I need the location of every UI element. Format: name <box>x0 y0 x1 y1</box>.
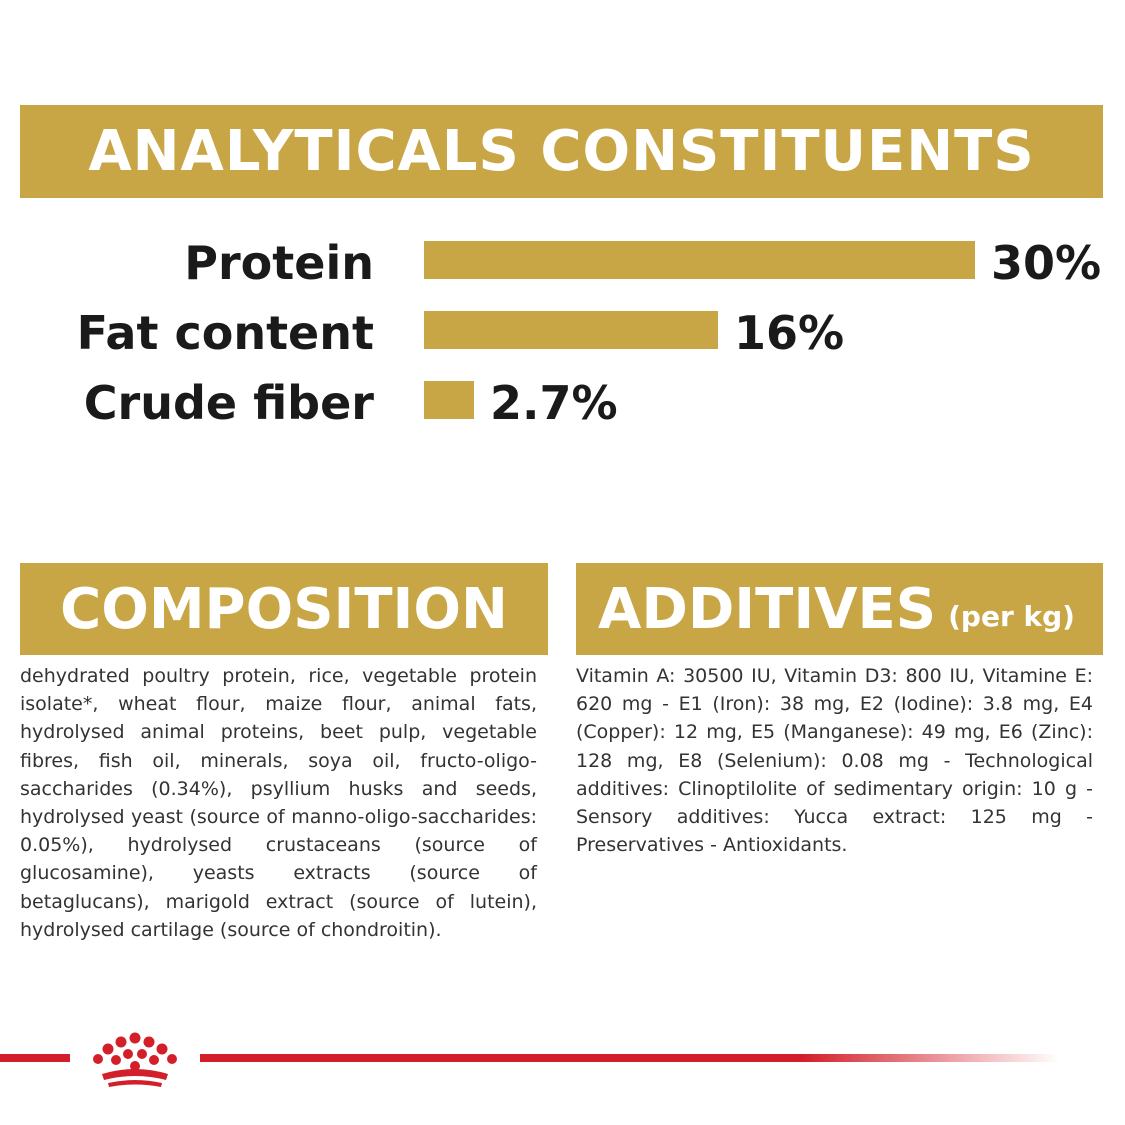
bar-value-fat-content: 16% <box>734 306 845 360</box>
additives-subtitle: (per kg) <box>948 599 1075 633</box>
bar-protein <box>424 241 975 279</box>
crown-logo-icon <box>93 1032 177 1087</box>
bar-value-protein: 30% <box>991 236 1102 290</box>
brand-divider-line <box>0 1051 1125 1065</box>
bar-label-crude-fiber: Crude fiber <box>83 376 374 430</box>
composition-text: dehydrated poultry protein, rice, vegeta… <box>20 665 537 941</box>
additives-title-banner: ADDITIVES (per kg) <box>576 563 1103 655</box>
analytics-title-banner: ANALYTICALS CONSTITUENTS <box>20 105 1103 198</box>
composition-title: COMPOSITION <box>60 576 508 642</box>
additives-text: Vitamin A: 30500 IU, Vitamin D3: 800 IU,… <box>576 665 1093 857</box>
brand-line-right <box>200 1054 1060 1062</box>
composition-title-banner: COMPOSITION <box>20 563 548 655</box>
bar-crude-fiber <box>424 381 474 419</box>
analytics-title: ANALYTICALS CONSTITUENTS <box>88 119 1035 184</box>
bar-value-crude-fiber: 2.7% <box>490 376 618 430</box>
bar-label-fat-content: Fat content <box>76 306 374 360</box>
brand-line-left <box>0 1054 70 1062</box>
additives-title: ADDITIVES <box>598 576 937 642</box>
bar-fat-content <box>424 311 718 349</box>
bar-label-protein: Protein <box>184 236 374 290</box>
